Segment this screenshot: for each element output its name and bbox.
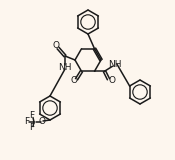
Text: F: F <box>25 117 30 127</box>
Text: F: F <box>29 112 35 120</box>
Text: NH: NH <box>108 60 121 69</box>
Text: O: O <box>70 76 77 85</box>
Text: O: O <box>38 117 46 127</box>
Text: O: O <box>52 40 60 49</box>
Text: NH: NH <box>58 63 72 72</box>
Text: F: F <box>29 124 35 132</box>
Text: O: O <box>108 76 115 85</box>
